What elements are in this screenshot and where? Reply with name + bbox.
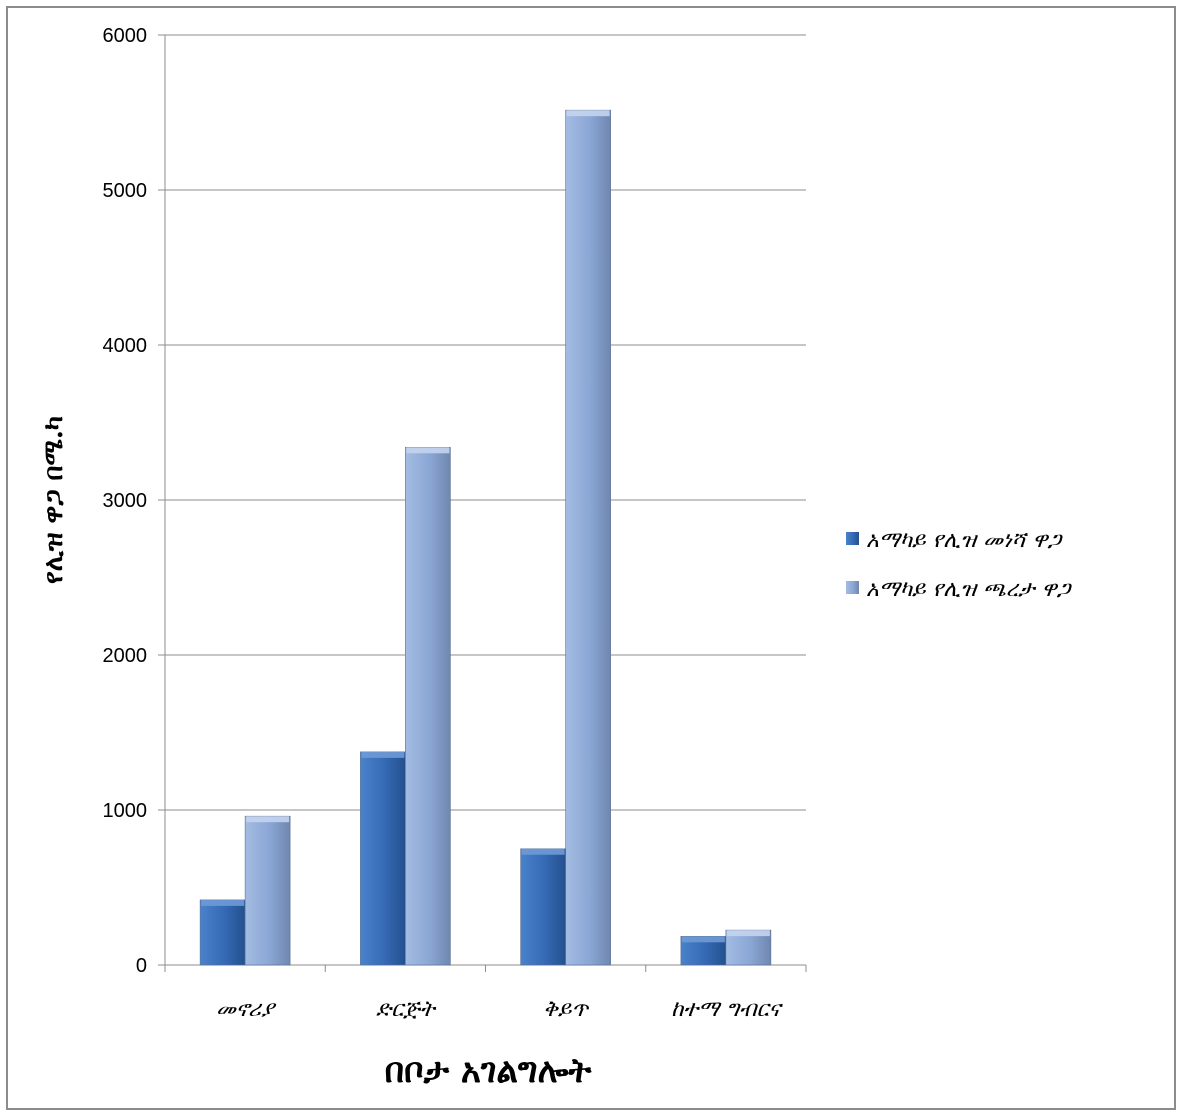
legend-label-series-1: አማካይ የሊዝ መነሻ ዋጋ <box>866 528 1063 553</box>
x-category-label: ቅይጥ <box>543 997 589 1022</box>
x-axis-title: በቦታ አገልግሎት <box>385 1051 593 1091</box>
x-category-labels: መኖሪያ ድርጅት ቅይጥ ከተማ ግብርና <box>216 997 784 1022</box>
bar-2-3 <box>565 109 611 966</box>
bar-top-bevel <box>566 110 610 117</box>
y-axis-title: የሊዝ ዋጋ በሜ.ካ <box>39 416 69 584</box>
y-tick-label: 5000 <box>103 180 148 202</box>
bar-2-1 <box>244 815 291 966</box>
x-category-label: መኖሪያ <box>216 997 277 1022</box>
bar-top-bevel <box>521 848 565 855</box>
y-tick-label: 0 <box>136 955 147 977</box>
y-tick-label: 1000 <box>103 800 148 822</box>
gridlines <box>165 34 806 811</box>
bar-top-bevel <box>681 936 725 943</box>
bar-top-bevel <box>406 447 450 454</box>
y-tick-label: 3000 <box>103 490 148 512</box>
x-category-label: ከተማ ግብርና <box>671 997 784 1022</box>
bars <box>199 109 772 966</box>
y-tick-label: 2000 <box>103 645 148 667</box>
bar-top-bevel <box>361 751 405 758</box>
bar-1-1 <box>199 899 246 966</box>
bar-2-2 <box>405 446 451 966</box>
bar-1-2 <box>360 751 406 966</box>
y-tick-label: 4000 <box>103 335 148 357</box>
bar-1-3 <box>520 848 566 966</box>
x-category-label: ድርጅት <box>376 997 437 1022</box>
bar-top-bevel <box>726 930 770 937</box>
y-tick-labels: 0 1000 2000 3000 4000 5000 6000 <box>103 25 148 977</box>
legend-swatch-series-1 <box>846 532 859 545</box>
bar-top-bevel <box>201 899 245 906</box>
legend-swatch-series-2 <box>846 581 859 594</box>
y-tick-label: 6000 <box>103 25 148 47</box>
legend-label-series-2: አማካይ የሊዝ ጫረታ ዋጋ <box>866 577 1072 602</box>
legend: አማካይ የሊዝ መነሻ ዋጋ አማካይ የሊዝ ጫረታ ዋጋ <box>846 528 1072 602</box>
bar-top-bevel <box>246 816 290 823</box>
